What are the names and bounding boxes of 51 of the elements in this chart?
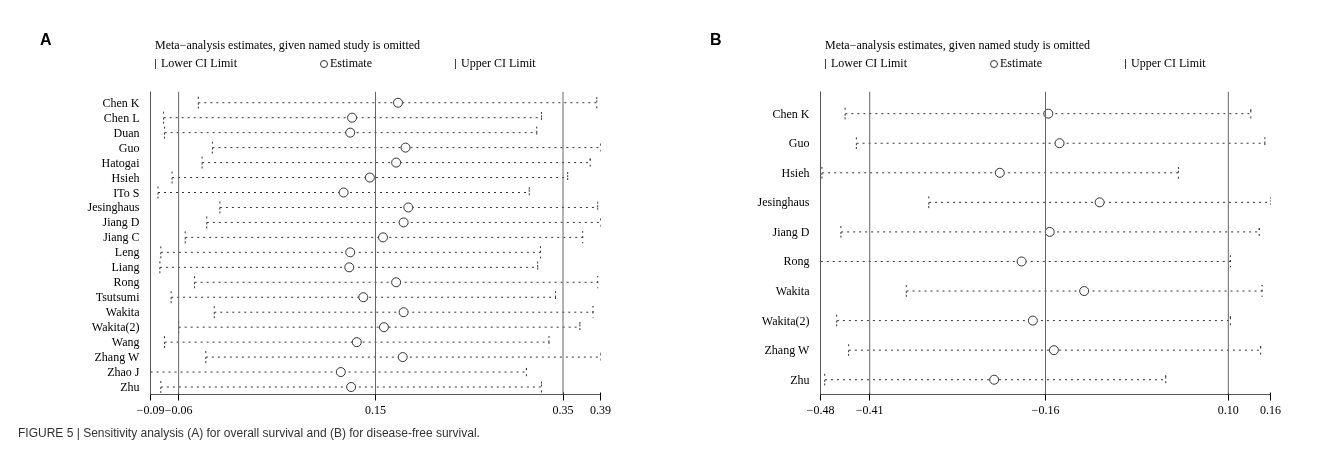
x-tick-label: −0.06 <box>164 402 193 417</box>
y-tick-label: Wakita(2) <box>761 313 810 328</box>
y-tick-label: Hsieh <box>781 165 810 180</box>
y-tick-label: Wang <box>111 335 140 350</box>
chart-subtitle: Meta−analysis estimates, given named study is omitted <box>825 37 1091 54</box>
x-tick-label: 0.16 <box>1260 402 1281 417</box>
y-tick-label: Jesinghaus <box>757 195 810 210</box>
y-tick-label: Chen L <box>103 110 140 125</box>
chart-title: A <box>40 30 52 50</box>
y-tick-label: Duan <box>113 125 140 140</box>
legend-label: Estimate <box>999 55 1043 72</box>
caption: FIGURE 5 | Sensitivity analysis (A) for overall survival and (B) for disease-free survival. <box>18 425 480 442</box>
y-tick-label: Guo <box>118 140 140 155</box>
text: Upper CI Limit <box>1130 55 1206 72</box>
legend-label: Estimate <box>329 55 373 72</box>
y-tick-label: Jiang D <box>772 224 810 239</box>
y-tick-label: Hatogai <box>101 155 141 170</box>
y-tick-label: Wakita <box>775 284 811 299</box>
y-tick-label: Leng <box>114 245 140 260</box>
chart-title: B <box>710 30 722 50</box>
x-tick-label: 0.10 <box>1217 402 1239 417</box>
y-tick-label: Jiang D <box>102 215 140 230</box>
x-tick-label: 0.15 <box>365 402 386 417</box>
x-tick-label: −0.16 <box>1031 402 1060 417</box>
y-tick-label: Zhang W <box>764 343 810 358</box>
y-tick-label: Wakita(2) <box>91 320 140 335</box>
y-tick-label: Chen K <box>102 95 140 110</box>
x-tick-label: −0.09 <box>136 402 165 417</box>
x-tick-label: −0.41 <box>855 402 884 417</box>
chart-subtitle: Meta−analysis estimates, given named study is omitted <box>155 37 421 54</box>
y-tick-label: Zhu <box>120 380 140 395</box>
x-tick-label: 0.39 <box>590 402 611 417</box>
y-tick-label: Zhu <box>790 372 810 387</box>
text: Lower CI Limit <box>160 55 238 72</box>
y-tick-label: ITo S <box>113 185 140 200</box>
y-tick-label: Guo <box>788 136 810 151</box>
x-tick-label: 0.35 <box>552 402 574 417</box>
y-tick-label: Zhang W <box>94 350 140 365</box>
text: Upper CI Limit <box>460 55 536 72</box>
y-tick-label: Wakita <box>105 305 141 320</box>
y-tick-label: Hsieh <box>111 170 140 185</box>
x-tick-label: −0.48 <box>806 402 835 417</box>
y-tick-label: Jesinghaus <box>87 200 140 215</box>
y-tick-label: Chen K <box>772 106 810 121</box>
y-tick-label: Jiang C <box>103 230 140 245</box>
y-tick-label: Tsutsumi <box>95 290 141 305</box>
y-tick-label: Rong <box>113 275 140 290</box>
text: Lower CI Limit <box>830 55 908 72</box>
y-tick-label: Liang <box>111 260 140 275</box>
y-tick-label: Rong <box>783 254 810 269</box>
y-tick-label: Zhao J <box>107 365 140 380</box>
